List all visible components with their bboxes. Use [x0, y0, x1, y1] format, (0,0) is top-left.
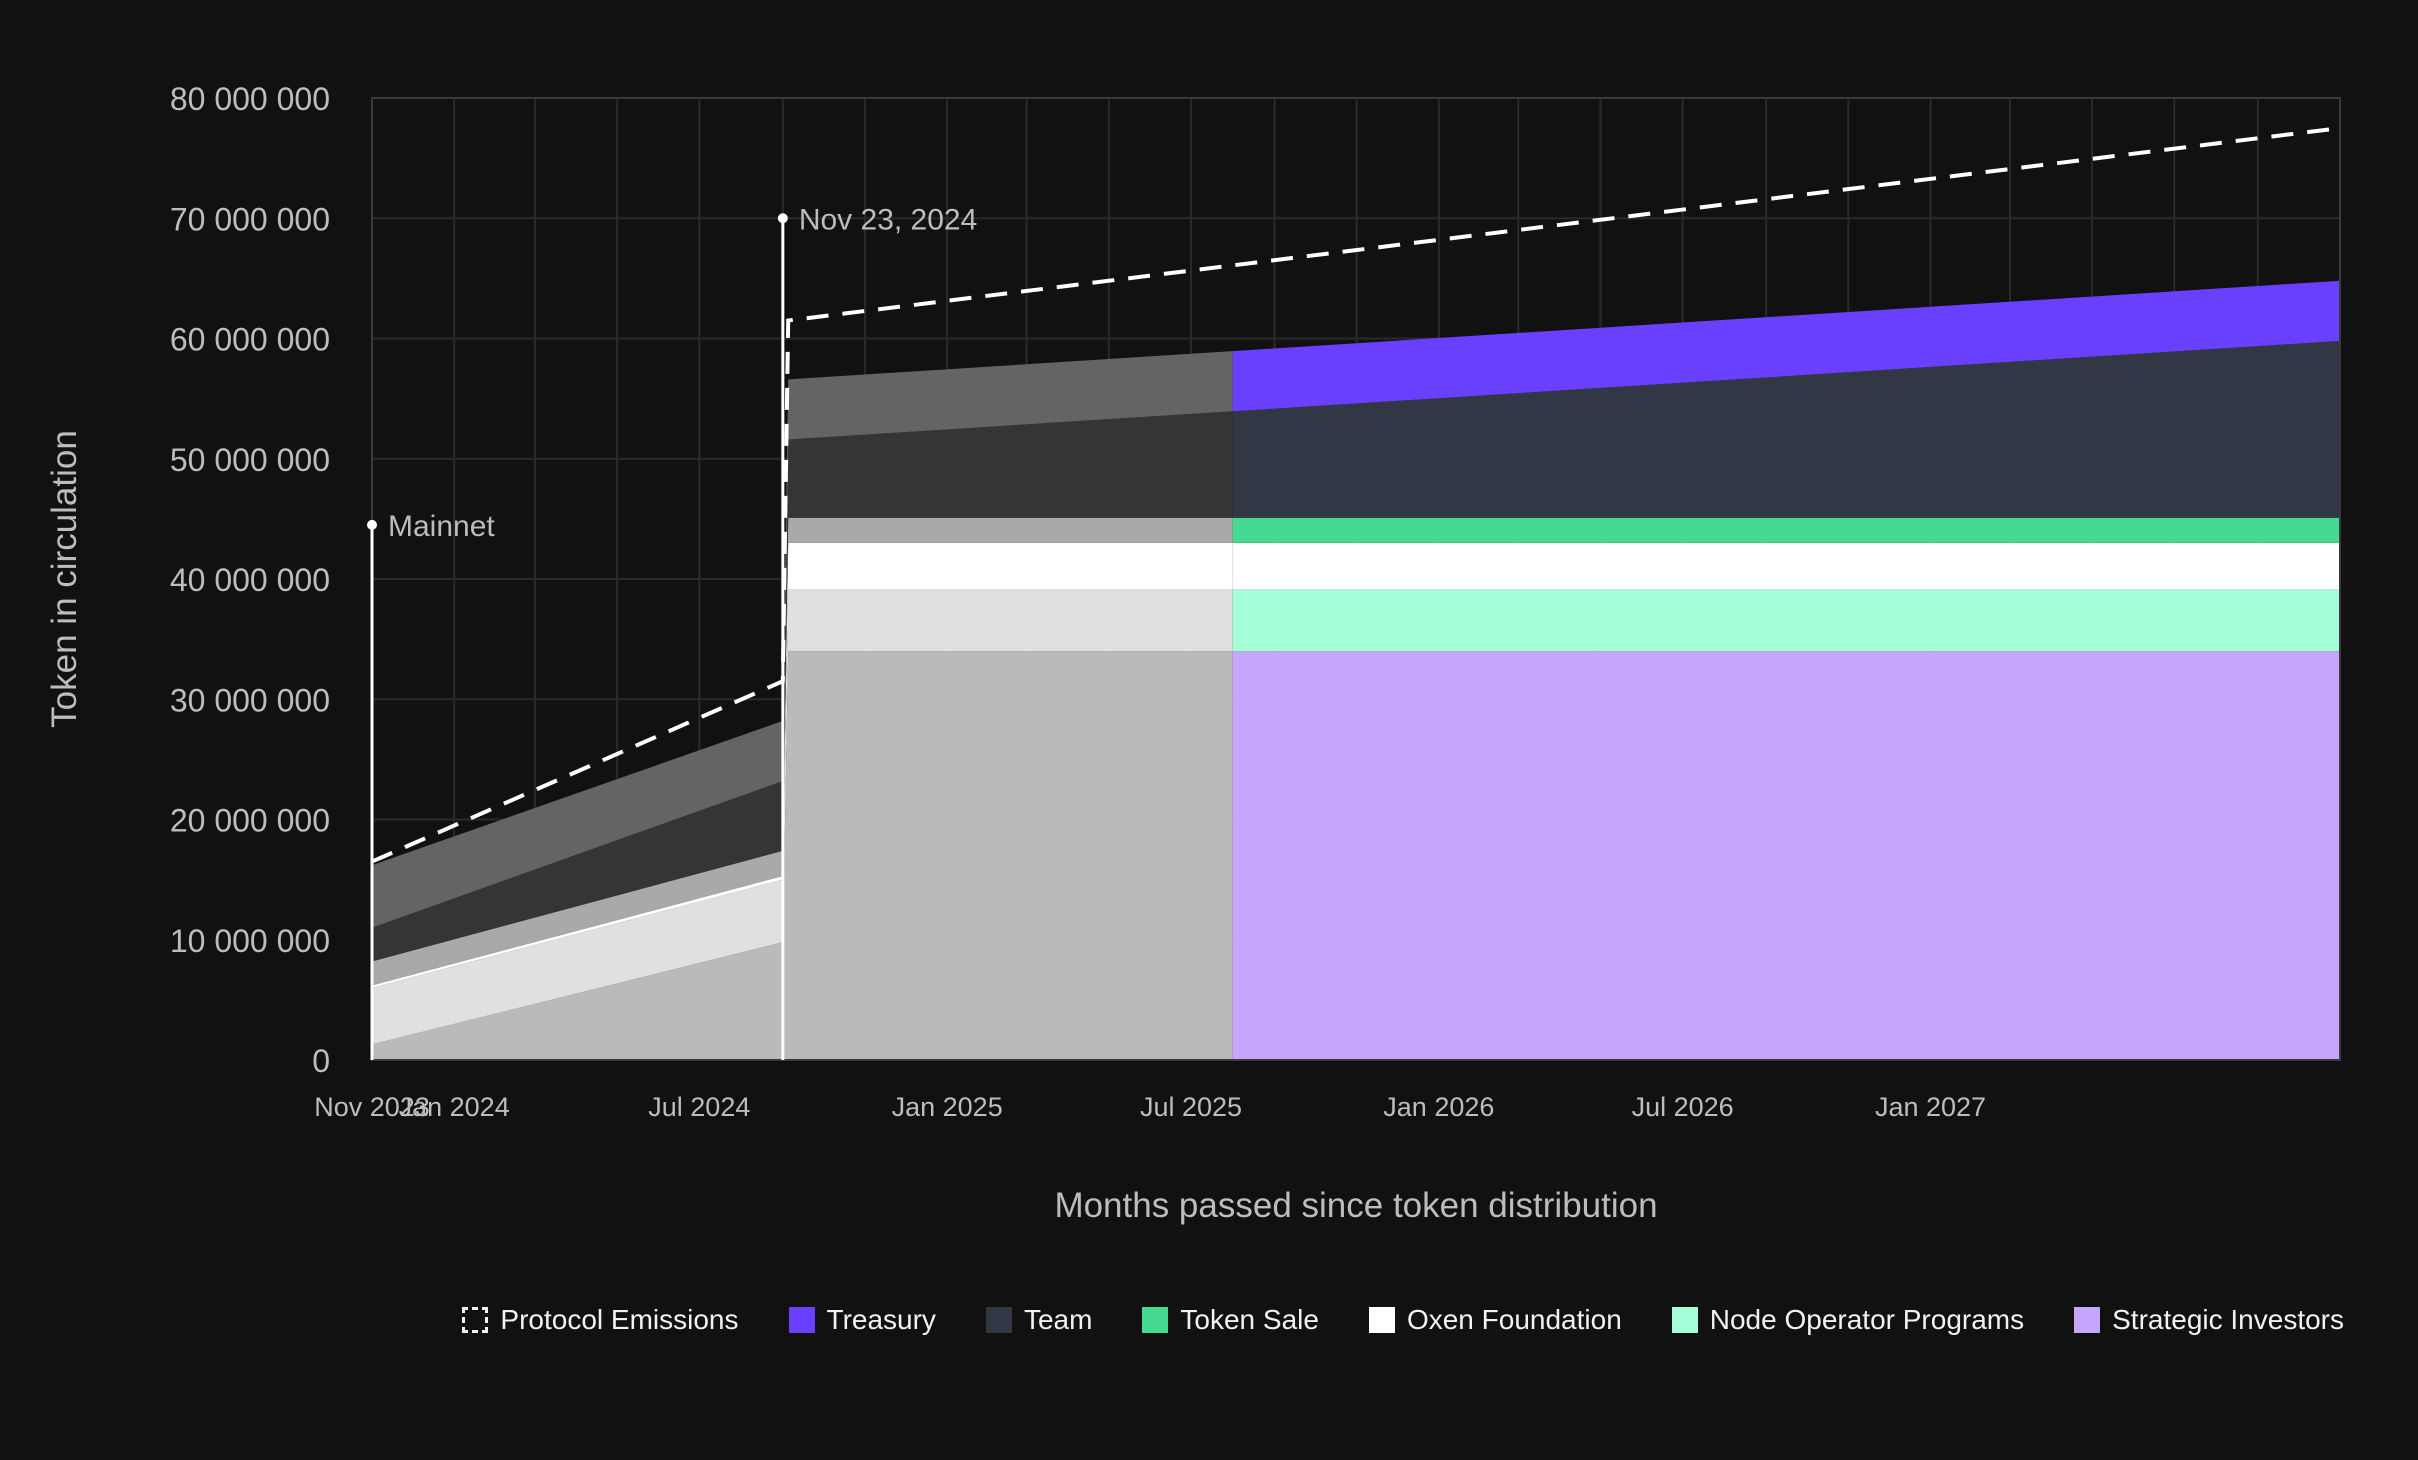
y-tick-label: 70 000 000 — [170, 201, 330, 237]
x-tick-label: Jul 2024 — [648, 1092, 750, 1122]
legend-label: Protocol Emissions — [500, 1304, 739, 1335]
area-team — [1232, 340, 2340, 518]
legend-label: Treasury — [826, 1304, 936, 1335]
x-tick-label: Jan 2026 — [1383, 1092, 1494, 1122]
area-strategic-investors — [1232, 651, 2340, 1060]
area-treasury-muted — [372, 351, 1233, 928]
legend-item-oxen-foundation[interactable]: Oxen Foundation — [1368, 1304, 1622, 1336]
x-tick-label: Jul 2026 — [1632, 1092, 1734, 1122]
area-strategic-investors-muted — [372, 651, 1233, 1060]
x-tick-label: Nov 2023 — [314, 1092, 430, 1122]
legend-swatch-protocol-emissions — [462, 1307, 489, 1333]
legend-item-protocol-emissions[interactable]: Protocol Emissions — [462, 1304, 739, 1336]
line-layer — [371, 126, 2341, 864]
x-tick-label: Jan 2027 — [1875, 1092, 1986, 1122]
legend-swatch-treasury — [788, 1307, 815, 1333]
y-tick-label: 10 000 000 — [170, 923, 330, 959]
area-token-sale — [1232, 517, 2340, 543]
legend-swatch-strategic-investors — [2074, 1307, 2101, 1333]
legend-label: Node Operator Programs — [1709, 1304, 2025, 1335]
legend-item-team[interactable]: Team — [985, 1304, 1093, 1336]
y-tick-label: 0 — [312, 1043, 330, 1079]
axis-layer: 0 10 000 000 20 000 000 30 000 000 40 000 00… — [45, 81, 2341, 1225]
annotation-dot — [777, 213, 788, 224]
legend-label: Strategic Investors — [2112, 1304, 2344, 1335]
legend-item-node-operator-programs[interactable]: Node Operator Programs — [1671, 1304, 2025, 1336]
annotation-layer: Mainnet Nov 23, 2024 — [367, 203, 977, 1060]
protocol-emissions-line — [371, 126, 2341, 864]
area-team-muted — [372, 411, 1233, 962]
legend-label: Team — [1023, 1304, 1093, 1335]
legend-swatch-token-sale — [1142, 1307, 1169, 1333]
y-tick-label: 40 000 000 — [170, 562, 330, 598]
y-tick-label: 60 000 000 — [170, 322, 330, 358]
legend-swatch-team — [985, 1307, 1012, 1333]
legend-item-token-sale[interactable]: Token Sale — [1142, 1304, 1319, 1336]
x-tick-label: Jan 2024 — [399, 1092, 510, 1122]
legend-label: Token Sale — [1180, 1304, 1319, 1335]
legend: Protocol Emissions Treasury Team Token S… — [462, 1304, 2344, 1336]
legend-swatch-oxen-foundation — [1368, 1307, 1395, 1333]
legend-item-strategic-investors[interactable]: Strategic Investors — [2074, 1304, 2344, 1336]
area-oxen-foundation — [1232, 542, 2340, 590]
area-oxen-foundation-muted — [372, 542, 1233, 988]
y-axis-title: Token in circulation — [45, 430, 84, 728]
x-axis-title: Months passed since token distribution — [1054, 1186, 1657, 1225]
y-tick-label: 50 000 000 — [170, 442, 330, 478]
annotation-dot — [367, 519, 377, 530]
area-token-sale-muted — [372, 517, 1233, 986]
annotation-label: Nov 23, 2024 — [799, 203, 977, 236]
area-node-operator-programs — [1232, 589, 2340, 652]
y-tick-label: 20 000 000 — [170, 803, 330, 839]
area-treasury — [1232, 280, 2340, 412]
y-tick-label: 80 000 000 — [170, 81, 330, 117]
x-tick-label: Jul 2025 — [1140, 1092, 1242, 1122]
legend-item-treasury[interactable]: Treasury — [788, 1304, 936, 1336]
legend-label: Oxen Foundation — [1406, 1304, 1622, 1335]
area-node-operator-programs-muted — [372, 589, 1233, 1045]
annotation-label: Mainnet — [388, 510, 495, 543]
y-tick-label: 30 000 000 — [170, 682, 330, 718]
x-tick-label: Jan 2025 — [892, 1092, 1003, 1122]
area-layer — [372, 280, 2340, 1060]
legend-swatch-node-operator-programs — [1671, 1307, 1698, 1333]
